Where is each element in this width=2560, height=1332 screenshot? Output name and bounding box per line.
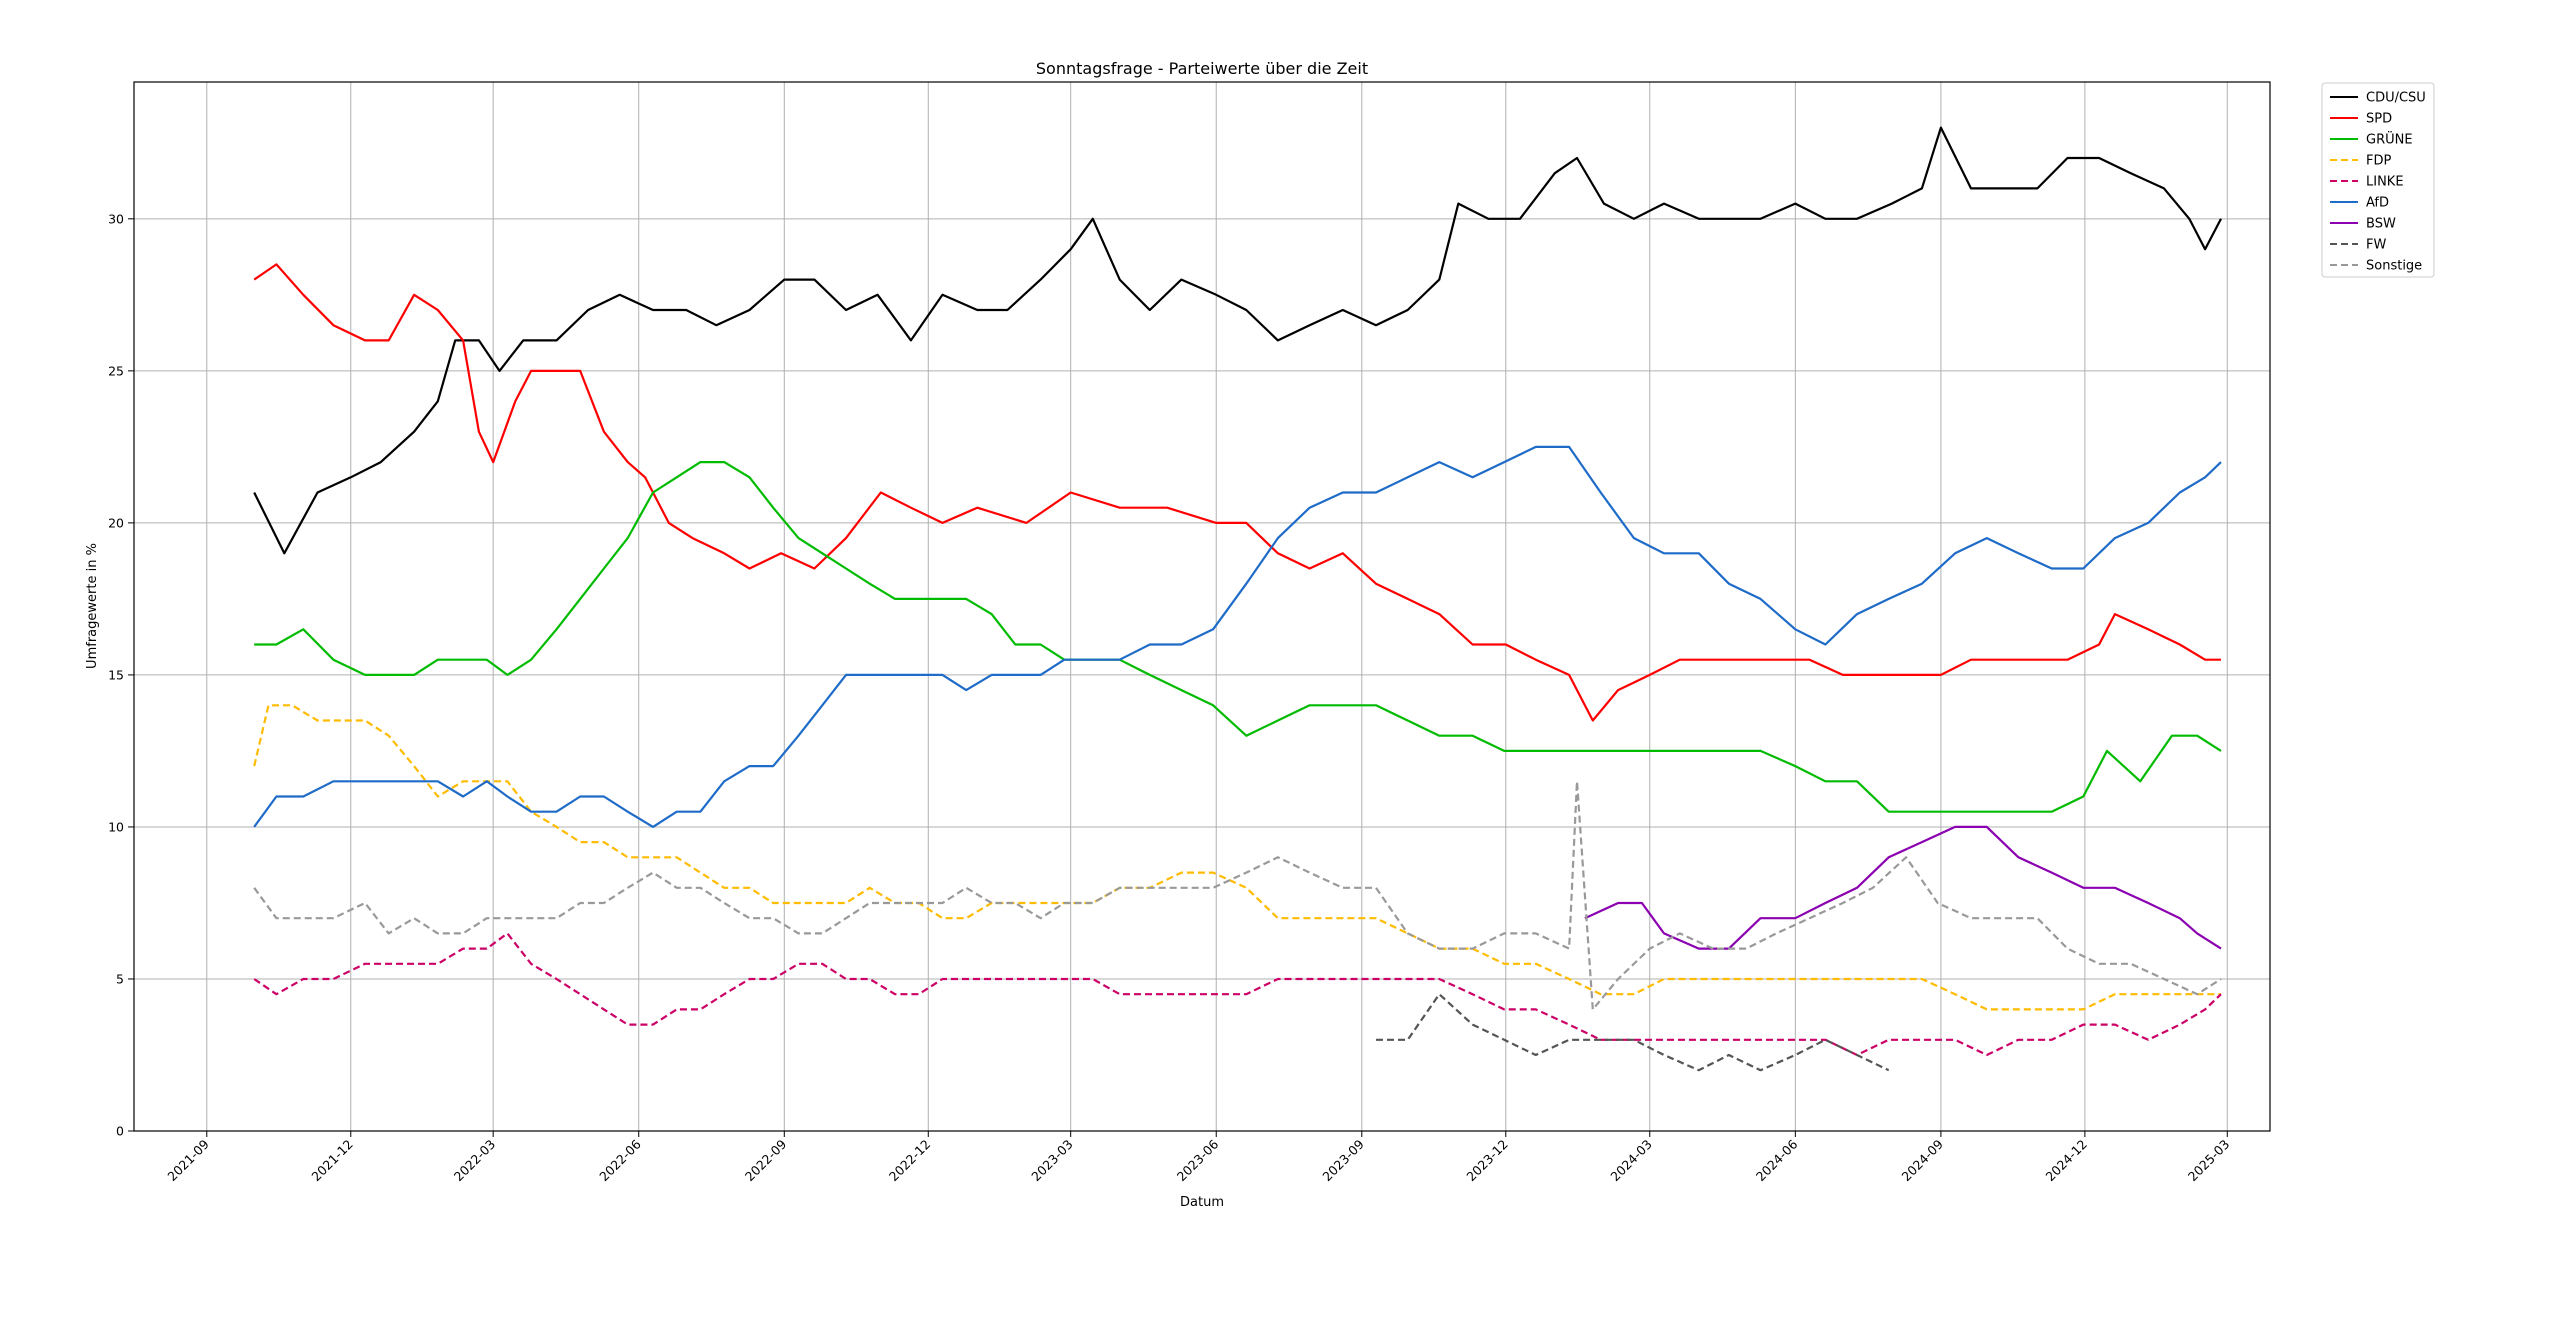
series-lines (253, 126, 2222, 1072)
legend-label: AfD (2366, 196, 2389, 211)
x-axis-label: Datum (1180, 1195, 1224, 1210)
legend-label: Sonstige (2366, 259, 2422, 274)
y-tick-label: 30 (108, 211, 124, 226)
series-line-afd (253, 445, 2222, 828)
y-axis: 0 5 10 15 20 25 30 (108, 211, 134, 1139)
legend: CDU/CSU SPD GRÜNE FDP LINKE AfD BSW FW Sonstige (2321, 82, 2435, 278)
series-line-cdu-csu (253, 126, 2222, 555)
y-tick-label: 20 (108, 515, 124, 530)
legend-label: FDP (2366, 154, 2391, 169)
plot-frame (133, 81, 2271, 1132)
chart-title: Sonntagsfrage - Parteiwerte über die Zei… (1036, 59, 1368, 78)
series-line-sonstige (253, 780, 2222, 1011)
y-tick-label: 5 (116, 971, 124, 986)
y-tick-label: 10 (108, 819, 124, 834)
series-line-linke (253, 932, 2222, 1057)
legend-label: CDU/CSU (2366, 91, 2426, 106)
legend-label: GRÜNE (2366, 131, 2413, 148)
legend-label: LINKE (2366, 175, 2404, 190)
y-tick-label: 25 (108, 363, 124, 378)
legend-label: BSW (2366, 217, 2396, 232)
y-tick-label: 15 (108, 667, 124, 682)
series-line-spd (253, 263, 2221, 722)
y-tick-label: 0 (116, 1124, 124, 1139)
y-axis-label: Umfragewerte in % (85, 543, 100, 669)
legend-label: SPD (2366, 112, 2392, 127)
series-line-fw (1376, 993, 1890, 1072)
series-line-bsw (1584, 825, 2222, 950)
legend-box (2321, 82, 2435, 278)
legend-label: FW (2366, 238, 2386, 253)
